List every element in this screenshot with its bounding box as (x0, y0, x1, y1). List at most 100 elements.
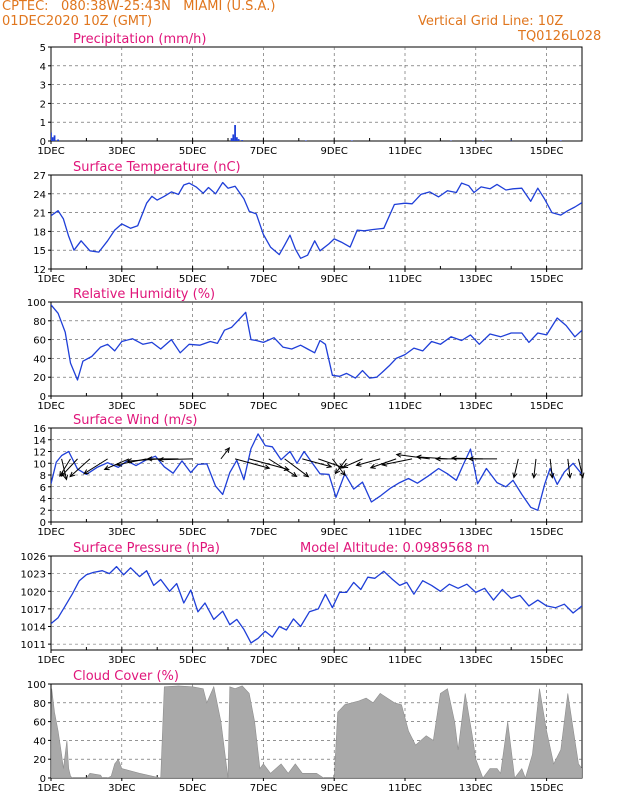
precip-bar (241, 140, 244, 141)
x-tick-label: 9DEC (321, 146, 348, 157)
x-tick-label: 1DEC (37, 401, 64, 412)
wind-arrow-shaft (302, 458, 332, 468)
wind-arrow-shaft (318, 458, 344, 469)
x-tick-label: 9DEC (321, 783, 348, 794)
x-tick-label: 7DEC (250, 146, 277, 157)
y-tick-label: 27 (33, 171, 46, 182)
wind-arrow-head (342, 463, 349, 468)
y-tick-label: 4 (40, 62, 46, 73)
y-tick-label: 5 (40, 43, 46, 54)
wind-arrow-head (264, 464, 271, 470)
wind-arrow-shaft (234, 458, 270, 469)
wind-arrow-head (381, 461, 388, 467)
wind-arrow-head (291, 471, 298, 478)
wind-arrow-head (566, 472, 573, 479)
y-tick-label: 6 (40, 483, 46, 494)
y-tick-label: 60 (33, 336, 46, 347)
wind-arrow-shaft (356, 458, 381, 466)
y-tick-label: 1023 (21, 570, 46, 581)
y-tick-label: 40 (33, 736, 46, 747)
panel-title-rh: Relative Humidity (%) (73, 287, 215, 302)
wind-arrow-head (60, 471, 67, 477)
precip-bar (237, 139, 240, 141)
y-tick-label: 1020 (21, 587, 46, 598)
panel-cloud: 1DEC 3DEC 5DEC 7DEC 9DEC 11DEC 13DEC 15DEC 0 20 40… (27, 669, 583, 794)
wind-arrow-head (435, 456, 441, 462)
y-tick-label: 1026 (21, 552, 46, 563)
panel-frame (50, 301, 583, 397)
x-tick-label: 3DEC (108, 146, 135, 157)
x-tick-label: 9DEC (321, 527, 348, 538)
wind-arrow-head (69, 471, 76, 478)
x-tick-label: 11DEC (388, 274, 422, 285)
precip-bar (234, 125, 236, 141)
x-tick-label: 15DEC (530, 783, 564, 794)
wind-arrow-shaft (83, 458, 108, 475)
y-tick-label: 20 (33, 373, 46, 384)
wind-arrow-shaft (549, 458, 553, 478)
y-tick-label: 12 (33, 448, 46, 459)
x-tick-label: 13DEC (459, 401, 493, 412)
y-tick-label: 14 (33, 436, 46, 447)
precip-bar (559, 140, 562, 141)
wind-arrow-shaft (567, 458, 571, 478)
y-tick-label: 60 (33, 718, 46, 729)
x-tick-label: 7DEC (250, 527, 277, 538)
y-tick-label: 15 (33, 246, 46, 257)
panel-wind: 1DEC 3DEC 5DEC 7DEC 9DEC 11DEC 13DEC 15DEC 02468… (33, 413, 583, 538)
y-tick-label: 3 (40, 81, 46, 92)
precip-bar (57, 139, 59, 141)
wind-arrow-shaft (220, 447, 230, 460)
wind-arrow-head (283, 465, 290, 472)
precip-bar (51, 137, 54, 141)
y-tick-label: 0 (40, 518, 46, 529)
y-tick-label: 1017 (21, 605, 46, 616)
x-tick-label: 1DEC (37, 274, 64, 285)
precip-bar (481, 140, 484, 141)
wind-arrow-shaft (513, 458, 519, 478)
panel-data-temp (51, 181, 582, 259)
panel-precip: 1DEC 3DEC 5DEC 7DEC 9DEC 11DEC 13DEC 15DEC 0 1 2 3 4… (37, 32, 583, 157)
wind-arrow-shaft (59, 458, 71, 477)
x-tick-label: 11DEC (388, 655, 422, 666)
wind-arrow-shaft (268, 458, 297, 477)
x-tick-label: 13DEC (459, 655, 493, 666)
x-tick-label: 9DEC (321, 274, 348, 285)
precip-bar (351, 140, 353, 141)
x-tick-label: 13DEC (459, 146, 493, 157)
wind-arrow-head (103, 465, 110, 471)
wind-arrow-head (450, 455, 457, 461)
x-tick-label: 13DEC (459, 783, 493, 794)
y-tick-label: 24 (33, 190, 46, 201)
x-tick-label: 3DEC (108, 401, 135, 412)
wind-arrow-shaft (396, 454, 430, 460)
panel-temp: 1DEC 3DEC 5DEC 7DEC 9DEC 11DEC 13DEC 15DEC 12 15 1… (33, 160, 583, 285)
precip-bar (232, 134, 235, 141)
x-tick-label: 11DEC (388, 146, 422, 157)
y-tick-label: 0 (40, 137, 46, 148)
x-tick-label: 5DEC (179, 274, 206, 285)
x-tick-label: 15DEC (530, 527, 564, 538)
y-tick-label: 2 (40, 506, 46, 517)
header-grid-note: Vertical Grid Line: 10Z (418, 14, 564, 29)
x-tick-label: 5DEC (179, 655, 206, 666)
panel-title-pressure: Surface Pressure (hPa) (73, 541, 220, 556)
wind-arrow-head (83, 469, 90, 475)
x-tick-label: 15DEC (530, 655, 564, 666)
panel-frame (50, 46, 583, 142)
panel-data-cloud (51, 685, 582, 778)
wind-arrow-head (355, 461, 362, 467)
wind-arrow-shaft (342, 458, 363, 468)
wind-arrow-head (62, 474, 69, 481)
panel-title-wind: Surface Wind (m/s) (73, 413, 197, 428)
wind-arrow-head (115, 461, 122, 467)
y-tick-label: 1011 (21, 640, 46, 651)
y-tick-label: 18 (33, 227, 46, 238)
panel-title-cloud: Cloud Cover (%) (73, 669, 179, 684)
wind-arrow-head (415, 454, 422, 460)
precip-bar (304, 140, 307, 141)
wind-arrow-shaft (284, 458, 309, 478)
precip-bar (53, 135, 56, 141)
x-tick-label: 11DEC (388, 783, 422, 794)
